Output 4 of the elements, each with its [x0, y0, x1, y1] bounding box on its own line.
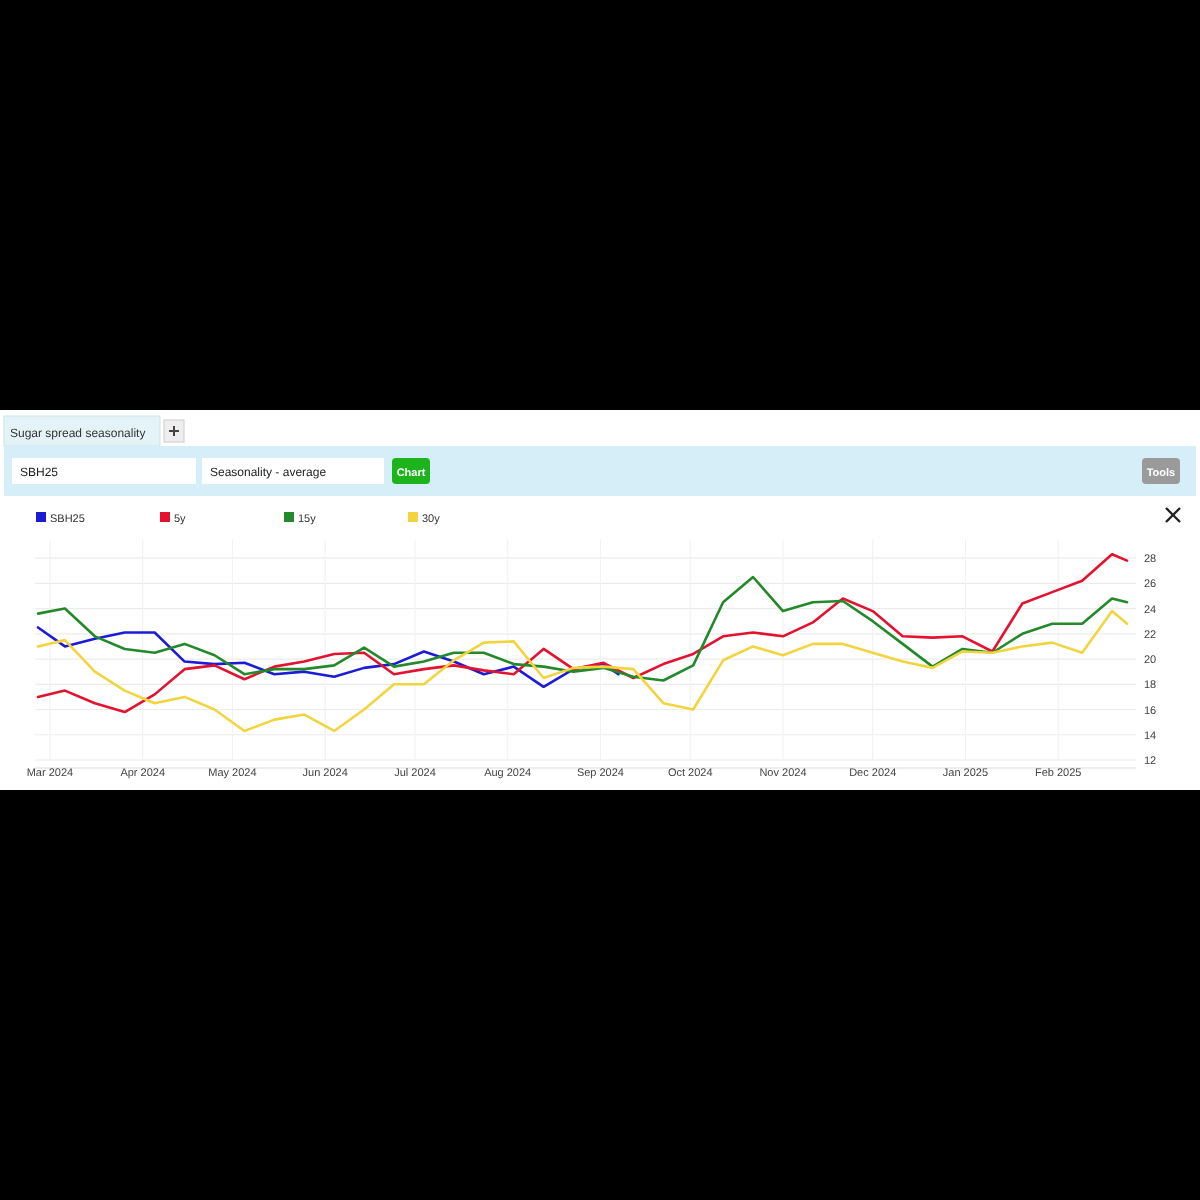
line-series	[36, 609, 1129, 733]
line-series	[36, 552, 1129, 714]
line-series	[36, 575, 1129, 682]
line-series	[36, 626, 620, 689]
